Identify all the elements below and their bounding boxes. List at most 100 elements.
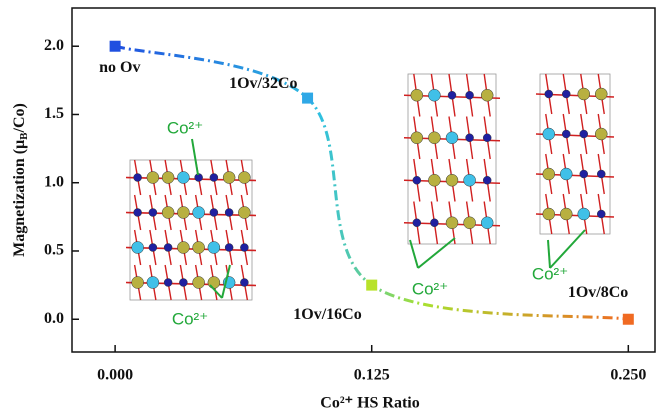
atom: [597, 209, 606, 219]
point-label: 1Ov/16Co: [293, 306, 361, 323]
atom: [595, 127, 608, 141]
y-tick-label: 1.0: [44, 173, 64, 190]
atom: [192, 206, 205, 219]
x-tick-label: 0.250: [610, 367, 646, 384]
atom: [207, 276, 221, 289]
atom: [133, 173, 142, 182]
point-label: no Ov: [99, 59, 140, 76]
x-tick-label: 0.000: [97, 367, 133, 384]
atom: [577, 207, 590, 221]
atom: [146, 171, 160, 184]
atom: [482, 176, 492, 185]
x-tick-label: 0.125: [354, 367, 390, 384]
atom: [224, 208, 234, 217]
cell-box: [539, 73, 611, 235]
atom: [560, 167, 573, 181]
annotation: Co²⁺: [167, 118, 203, 137]
atom: [480, 89, 494, 102]
atom: [577, 87, 590, 101]
atom: [480, 216, 494, 229]
atom: [430, 218, 439, 227]
cell-box: [129, 159, 253, 301]
arrow: [417, 237, 456, 269]
atom: [177, 206, 190, 219]
bond: [125, 246, 257, 252]
atom: [445, 131, 459, 144]
arrow: [209, 284, 223, 299]
atom: [238, 206, 251, 219]
atom: [410, 131, 424, 144]
cell-box: [407, 73, 497, 245]
atom: [410, 89, 424, 102]
y-tick-label: 1.5: [44, 105, 64, 122]
atom: [209, 208, 219, 217]
y-tick-label: 0.0: [44, 310, 64, 327]
atom: [238, 171, 251, 184]
atom: [465, 91, 474, 100]
atom: [163, 243, 173, 252]
arrow: [547, 239, 551, 269]
point: [109, 40, 121, 52]
atom: [542, 207, 555, 221]
atom: [146, 276, 160, 289]
atom: [222, 171, 236, 184]
arrow: [409, 239, 419, 269]
arrow: [549, 229, 586, 269]
annotation: Co²⁺: [412, 279, 448, 298]
bond: [125, 176, 257, 182]
atom: [177, 171, 190, 184]
point-label: 1Ov/32Co: [229, 75, 297, 92]
point: [622, 313, 634, 325]
y-tick-label: 0.5: [44, 242, 64, 259]
atom: [131, 241, 144, 254]
atom: [542, 167, 555, 181]
bond: [125, 211, 257, 217]
atom: [445, 174, 459, 187]
atom: [192, 276, 205, 289]
arrow: [221, 264, 231, 299]
atom: [445, 216, 459, 229]
atom: [240, 243, 249, 252]
atom: [209, 173, 219, 182]
atom: [161, 171, 175, 184]
atom: [240, 278, 249, 287]
y-axis-label: Magnetization (μB/Co): [11, 103, 30, 257]
atom: [562, 129, 571, 139]
atom: [428, 174, 441, 187]
atom: [560, 207, 573, 221]
point: [366, 279, 378, 291]
atom: [177, 241, 190, 254]
y-tick-label: 2.0: [44, 37, 64, 54]
bond: [125, 281, 257, 287]
atom: [207, 241, 221, 254]
atom: [179, 278, 188, 287]
atom: [428, 131, 441, 144]
atom: [131, 276, 144, 289]
atom: [161, 206, 175, 219]
atom: [579, 129, 588, 139]
atom: [463, 216, 476, 229]
trend-curve: [114, 44, 629, 321]
atom: [148, 208, 158, 217]
atom: [579, 169, 588, 179]
atom: [465, 133, 474, 142]
atom: [482, 133, 492, 142]
atom: [148, 243, 158, 252]
atom: [163, 278, 173, 287]
atom: [562, 89, 571, 99]
atom: [412, 176, 422, 185]
arrow: [191, 138, 199, 176]
atom: [192, 241, 205, 254]
atom: [447, 91, 457, 100]
atom: [595, 87, 608, 101]
atom: [544, 89, 553, 99]
x-axis-label: Co²⁺ HS Ratio: [320, 395, 419, 412]
point: [302, 92, 314, 104]
plot-frame: [71, 7, 656, 353]
crystal-insets: [125, 73, 615, 301]
atom: [412, 218, 422, 227]
atom: [224, 243, 234, 252]
atom: [428, 89, 441, 102]
point-label: 1Ov/8Co: [568, 284, 628, 301]
